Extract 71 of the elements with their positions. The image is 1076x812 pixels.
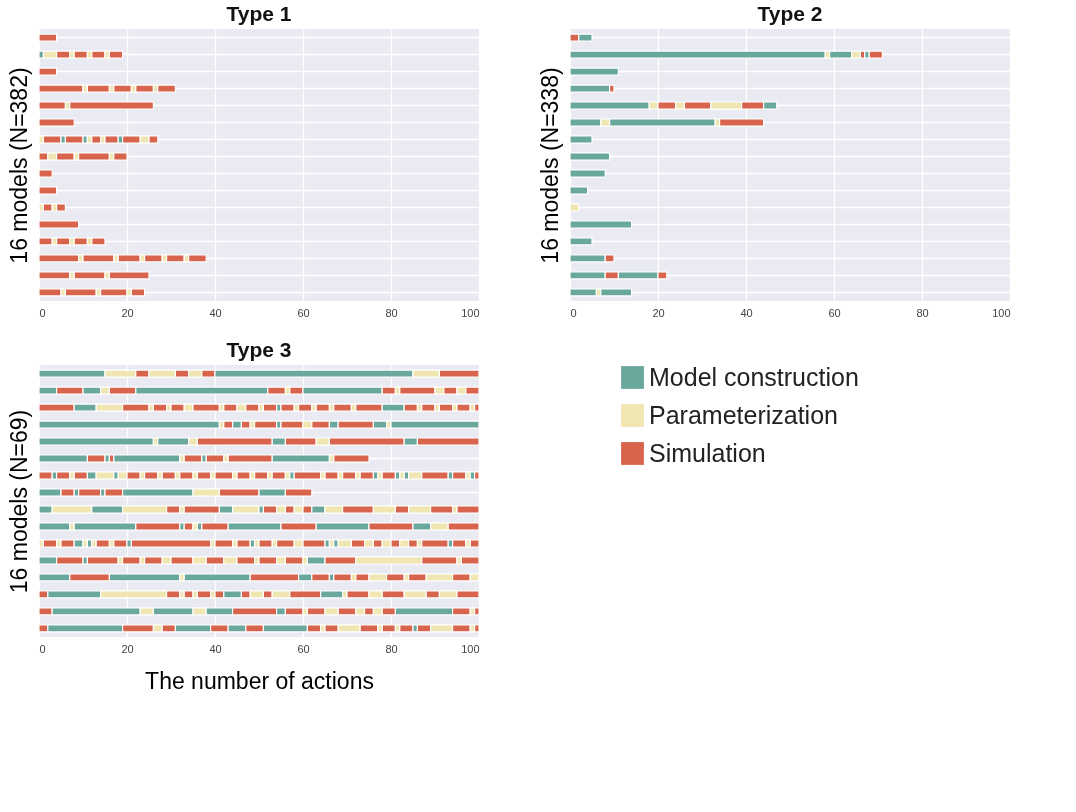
bar: [183, 454, 203, 463]
bar: [258, 539, 273, 548]
bar: [254, 420, 278, 429]
x-tick-label: 80: [916, 306, 929, 319]
x-tick-label: 20: [652, 306, 665, 319]
bar: [100, 288, 128, 297]
x-tick-label: 20: [121, 642, 134, 655]
x-tick-label: 60: [297, 306, 310, 319]
x-tick-label: 80: [385, 306, 398, 319]
x-tick-label: 0: [39, 642, 46, 655]
x-tick-label: 100: [461, 306, 480, 319]
chart-title: Type 1: [226, 2, 292, 25]
bar: [236, 471, 251, 480]
x-tick-label: 40: [209, 642, 222, 655]
chart-title: Type 2: [757, 2, 823, 25]
x-tick-label: 0: [570, 306, 577, 319]
bar: [254, 471, 269, 480]
x-tick-label: 20: [121, 306, 134, 319]
bar: [161, 471, 176, 480]
bar: [104, 135, 119, 144]
bar: [113, 539, 128, 548]
bar: [399, 471, 405, 480]
x-tick-label: 60: [828, 306, 841, 319]
bar: [64, 288, 97, 297]
bar: [91, 135, 102, 144]
bar: [91, 50, 106, 59]
bar: [78, 152, 110, 161]
legend-label: Parameterization: [649, 400, 838, 429]
bar: [179, 471, 194, 480]
bar: [460, 556, 480, 565]
bar: [95, 539, 110, 548]
legend-label: Model construction: [649, 362, 859, 391]
bar: [42, 539, 58, 548]
bar: [82, 254, 115, 263]
x-tick-label: 0: [39, 306, 46, 319]
chart-title: Type 3: [226, 338, 292, 361]
bar: [280, 403, 295, 412]
y-axis-title: 16 models (N=69): [5, 409, 32, 594]
bar: [73, 237, 88, 246]
bar: [196, 471, 212, 480]
bar: [73, 50, 88, 59]
bar: [474, 471, 480, 480]
bar: [271, 471, 286, 480]
bar: [144, 254, 163, 263]
x-tick-label: 40: [209, 306, 222, 319]
x-tick-label: 80: [385, 642, 398, 655]
bar: [144, 471, 159, 480]
bar: [359, 471, 374, 480]
bar: [324, 471, 339, 480]
y-axis-title: 16 models (N=382): [5, 67, 32, 264]
bar: [135, 84, 154, 93]
bar: [73, 271, 106, 280]
bar: [86, 84, 110, 93]
bar: [262, 403, 278, 412]
x-tick-label: 60: [297, 642, 310, 655]
legend-label: Simulation: [649, 438, 766, 467]
y-axis-title: 16 models (N=338): [536, 67, 563, 264]
bar: [333, 403, 352, 412]
bar: [315, 403, 330, 412]
bar: [456, 505, 480, 514]
bar: [152, 403, 168, 412]
bar: [56, 237, 71, 246]
bar: [342, 471, 357, 480]
bar: [474, 624, 480, 633]
bar: [130, 539, 212, 548]
bar: [166, 254, 185, 263]
x-axis-title: The number of actions: [145, 667, 374, 694]
x-tick-label: 40: [740, 306, 753, 319]
bar: [452, 471, 467, 480]
x-tick-label: 100: [461, 642, 480, 655]
x-tick-label: 100: [992, 306, 1011, 319]
